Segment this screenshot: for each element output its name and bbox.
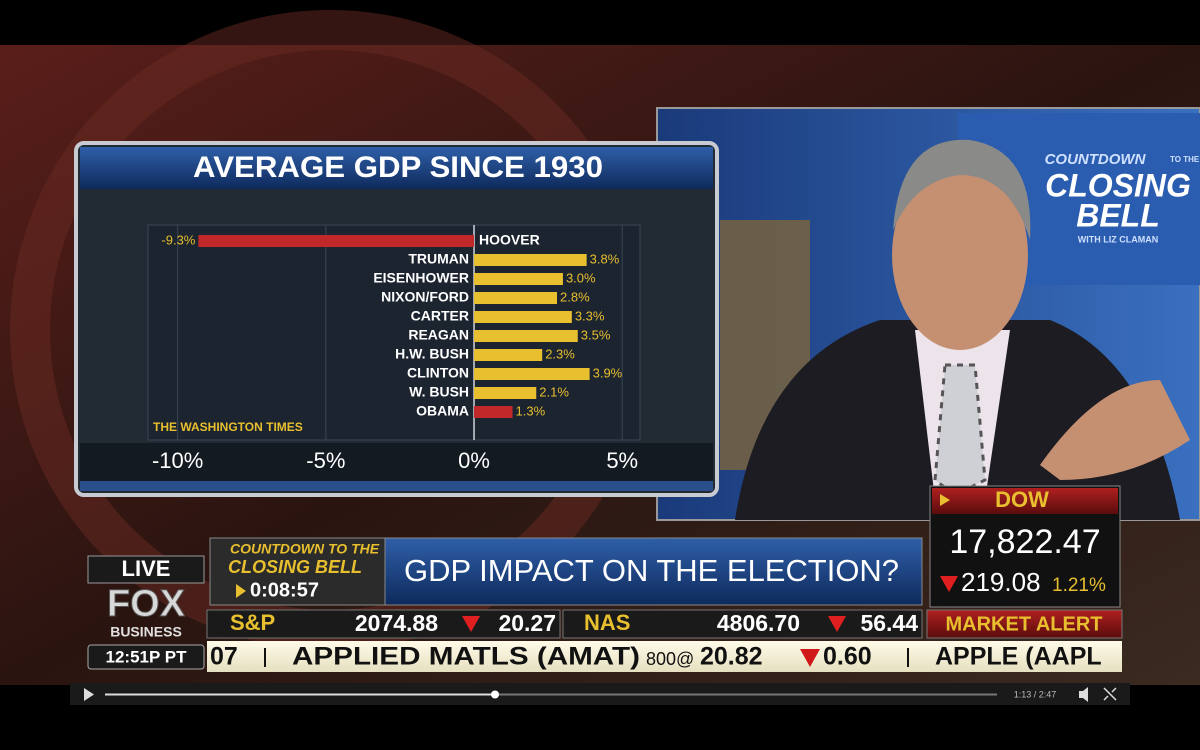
countdown: 0:08:57 [250,579,319,601]
category-label: NIXON/FORD [381,289,469,305]
screen-main: CLOSING [1045,167,1191,203]
dow-change: 219.08 [961,567,1041,597]
panel-footer [80,481,713,491]
down-triangle [800,649,820,667]
screen-top: COUNTDOWN [1045,151,1147,168]
ticker-label: NAS [584,610,630,635]
chart-title-bar [80,147,713,189]
bar [474,330,578,342]
tie [933,363,987,497]
crawl-text: APPLE (AAPL [935,643,1102,671]
category-label: HOOVER [479,232,540,248]
headline: GDP IMPACT ON THE ELECTION? [404,553,899,588]
bar [474,349,543,361]
bar [474,292,558,304]
category-label: REAGAN [408,327,469,343]
crawl-price: 20.82 [700,643,763,671]
dow-value: 17,822.47 [949,523,1100,561]
live-label: LIVE [122,556,171,581]
hand [1040,380,1190,480]
down-triangle [828,616,846,632]
value-label: 3.3% [575,308,605,323]
show-line: COUNTDOWN TO THE [230,541,380,557]
chart: -10% -5% 0% 5% HOOVER -9.3% TRUMAN 3.8% EISENHOW… [152,225,638,473]
ticker-cell [206,609,561,639]
bar [474,368,590,380]
x-tick-label: 5% [606,448,638,473]
dow-percent: 1.21% [1052,575,1106,596]
live-box [87,555,205,584]
axis-strip [80,443,713,481]
screen-host: WITH LIZ CLAMAN [1078,234,1158,244]
countdown-icon [236,584,246,598]
category-label: CLINTON [407,365,469,381]
bar [474,406,513,418]
screen-small: TO THE [1170,155,1200,164]
clock: 12:51P PT [106,647,188,666]
player-time: 1:13 / 2:47 [1014,689,1057,699]
value-label: -9.3% [161,232,195,247]
category-label: EISENHOWER [373,270,469,286]
volume-button[interactable] [1079,687,1088,702]
category-label: OBAMA [416,403,469,419]
network-logo: FOX [107,583,186,625]
ticker-value: 2074.88 [355,610,438,636]
hair [893,139,1031,240]
value-label: 2.8% [560,289,590,304]
bar [474,254,587,266]
ticker-value: 4806.70 [717,610,800,636]
alert-box [926,609,1123,639]
x-tick-label: -10% [152,448,203,473]
bar [474,311,572,323]
x-tick-label: 0% [458,448,490,473]
ticker-label: S&P [230,610,275,635]
crawl-bar [207,641,1122,672]
value-label: 3.0% [566,270,596,285]
ticker-cell [562,609,923,639]
bar [198,235,475,247]
progress-knob[interactable] [491,690,499,699]
value-label: 3.9% [593,365,623,380]
show-line: CLOSING BELL [228,557,362,577]
chart-source: THE WASHINGTON TIMES [153,420,303,434]
screen-main: BELL [1076,197,1160,233]
play-button[interactable] [84,688,94,701]
fullscreen-button[interactable] [1103,687,1117,701]
down-triangle [940,576,958,592]
headline-box [384,537,923,606]
value-label: 2.1% [539,384,569,399]
crawl-text: APPLIED MATLS (AMAT) [292,643,640,671]
value-label: 2.3% [545,346,575,361]
bar [474,387,537,399]
clock-box [87,644,205,670]
crawl-change: 0.60 [823,643,872,671]
down-triangle [462,616,480,632]
crawl-text: 07 [210,643,238,671]
ticker-change: 56.44 [860,610,918,636]
value-label: 3.5% [581,327,611,342]
network-sub: BUSINESS [110,624,182,640]
bar [474,273,563,285]
category-label: H.W. BUSH [395,346,469,362]
crawl-volume: 800@ [646,649,694,669]
head [892,160,1028,350]
x-tick-label: -5% [306,448,345,473]
value-label: 1.3% [516,403,546,418]
market-alert: MARKET ALERT [945,613,1102,635]
category-label: CARTER [411,308,469,324]
value-label: 3.8% [590,251,620,266]
dow-arrow [940,494,950,506]
chart-title: AVERAGE GDP SINCE 1930 [193,151,603,184]
dow-header [932,488,1118,514]
category-label: TRUMAN [408,251,469,267]
ticker-change: 20.27 [498,610,556,636]
category-label: W. BUSH [409,384,469,400]
dow-label: DOW [995,487,1049,512]
